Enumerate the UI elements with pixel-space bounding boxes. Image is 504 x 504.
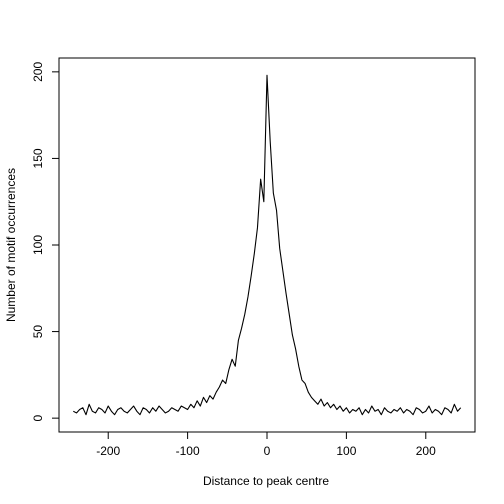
y-tick-label: 200 — [31, 62, 45, 82]
x-tick-label: 100 — [336, 444, 356, 458]
y-tick-label: 150 — [31, 148, 45, 168]
x-tick-label: -100 — [176, 444, 200, 458]
y-tick-label: 50 — [31, 325, 45, 339]
x-tick-label: -200 — [96, 444, 120, 458]
x-tick-label: 0 — [264, 444, 271, 458]
plot-box — [58, 57, 476, 433]
x-tick-label: 200 — [416, 444, 436, 458]
y-axis-title: Number of motif occurrences — [4, 168, 18, 322]
y-tick-label: 100 — [31, 235, 45, 255]
y-tick-label: 0 — [31, 414, 45, 421]
x-axis-title: Distance to peak centre — [203, 474, 329, 488]
data-line — [73, 74, 462, 416]
